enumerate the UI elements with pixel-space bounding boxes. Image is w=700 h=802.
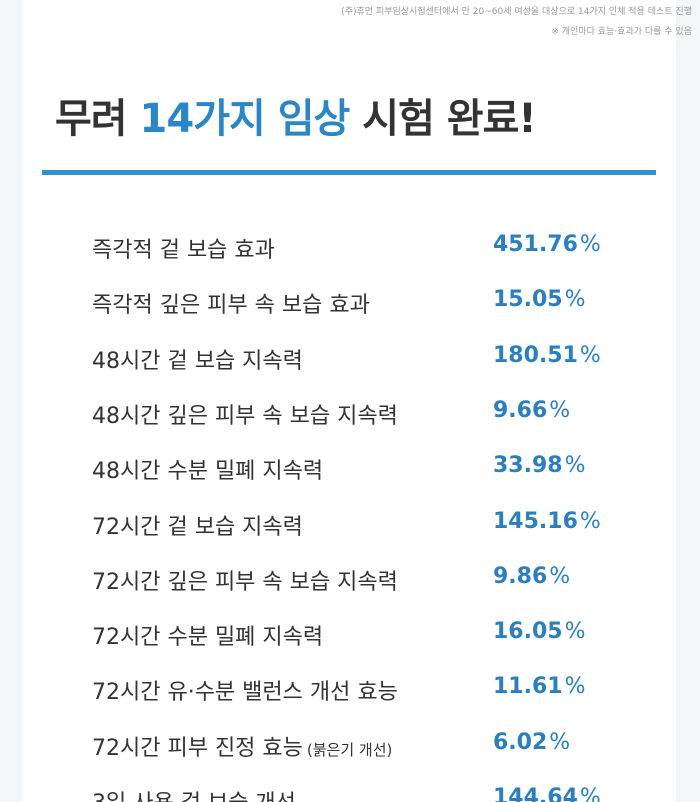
result-row: 48시간 깊은 피부 속 보습 지속력 9.66% xyxy=(92,398,612,438)
result-row: 72시간 깊은 피부 속 보습 지속력 9.86% xyxy=(92,564,612,604)
result-unit: % xyxy=(579,342,601,368)
result-value: 9.86 xyxy=(493,563,548,589)
result-unit: % xyxy=(549,563,571,589)
result-value-wrap: 33.98% xyxy=(493,453,586,478)
result-unit: % xyxy=(564,287,586,313)
result-label-wrap: 72시간 유·수분 밸런스 개선 효능 xyxy=(92,674,398,706)
title-text: 무려 xyxy=(55,96,128,142)
result-value: 15.05 xyxy=(493,287,563,313)
result-value-wrap: 9.86% xyxy=(493,564,570,589)
result-value-wrap: 6.02% xyxy=(493,730,570,755)
result-unit: % xyxy=(549,729,571,755)
result-label: 72시간 수분 밀폐 지속력 xyxy=(92,625,324,651)
result-label-wrap: 72시간 겉 보습 지속력 xyxy=(92,509,303,541)
result-value: 144.64 xyxy=(493,785,578,802)
result-row: 72시간 피부 진정 효능 (붉은기 개선) 6.02% xyxy=(92,730,612,770)
result-value-wrap: 15.05% xyxy=(493,287,586,312)
result-row: 48시간 겉 보습 지속력 180.51% xyxy=(92,343,612,383)
result-label: 48시간 깊은 피부 속 보습 지속력 xyxy=(92,403,398,429)
result-label-wrap: 즉각적 겉 보습 효과 xyxy=(92,232,275,264)
result-label: 48시간 겉 보습 지속력 xyxy=(92,348,303,374)
result-value-wrap: 145.16% xyxy=(493,509,601,534)
result-value: 451.76 xyxy=(493,232,578,257)
result-value-wrap: 16.05% xyxy=(493,619,586,644)
result-unit: % xyxy=(564,674,586,700)
result-value: 11.61 xyxy=(493,674,563,700)
result-value: 6.02 xyxy=(493,729,548,755)
result-value: 16.05 xyxy=(493,619,563,645)
result-value-wrap: 144.64% xyxy=(493,785,601,802)
result-unit: % xyxy=(564,453,586,479)
result-label-wrap: 72시간 수분 밀폐 지속력 xyxy=(92,619,323,651)
result-label-wrap: 3일 사용 겉 보습 개선 xyxy=(92,785,296,802)
title-text: 시험 완료! xyxy=(362,96,536,142)
result-row: 48시간 수분 밀폐 지속력 33.98% xyxy=(92,453,612,493)
result-label: 즉각적 깊은 피부 속 보습 효과 xyxy=(92,293,370,319)
result-unit: % xyxy=(579,232,601,257)
result-value-wrap: 180.51% xyxy=(493,343,601,368)
title: 무려 14가지 임상 시험 완료! xyxy=(55,86,537,144)
result-row: 72시간 겉 보습 지속력 145.16% xyxy=(92,509,612,549)
result-row: 즉각적 깊은 피부 속 보습 효과 15.05% xyxy=(92,287,612,327)
result-row: 72시간 유·수분 밸런스 개선 효능 11.61% xyxy=(92,674,612,714)
result-value-wrap: 11.61% xyxy=(493,674,586,699)
note: (주)휴먼 피부임상시험센터에서 만 20~60세 여성을 대상으로 14가지 … xyxy=(341,7,692,17)
result-label-wrap: 72시간 깊은 피부 속 보습 지속력 xyxy=(92,564,398,596)
result-unit: % xyxy=(579,785,601,802)
result-label: 3일 사용 겉 보습 개선 xyxy=(92,791,296,802)
result-label: 즉각적 겉 보습 효과 xyxy=(92,238,275,263)
note: ※ 개인마다 효능·효과가 다를 수 있음 xyxy=(551,27,692,37)
result-note: (붉은기 개선) xyxy=(306,740,393,759)
result-row: 72시간 수분 밀폐 지속력 16.05% xyxy=(92,619,612,659)
title-highlight: 14가지 임상 xyxy=(139,96,351,142)
result-value-wrap: 451.76% xyxy=(493,232,601,257)
result-value: 9.66 xyxy=(493,397,548,423)
result-value: 180.51 xyxy=(493,342,578,368)
result-value: 33.98 xyxy=(493,453,563,479)
result-label-wrap: 48시간 수분 밀폐 지속력 xyxy=(92,453,323,485)
result-row: 즉각적 겉 보습 효과 451.76% xyxy=(92,232,612,272)
result-label-wrap: 48시간 깊은 피부 속 보습 지속력 xyxy=(92,398,398,430)
result-label: 48시간 수분 밀폐 지속력 xyxy=(92,459,324,485)
result-unit: % xyxy=(579,508,601,534)
result-label-wrap: 48시간 겉 보습 지속력 xyxy=(92,343,303,375)
result-label: 72시간 유·수분 밸런스 개선 효능 xyxy=(92,680,398,706)
result-row: 3일 사용 겉 보습 개선 144.64% xyxy=(92,785,612,802)
card xyxy=(22,0,676,802)
result-label-wrap: 즉각적 깊은 피부 속 보습 효과 xyxy=(92,287,370,319)
result-label: 72시간 깊은 피부 속 보습 지속력 xyxy=(92,569,398,595)
result-label: 72시간 피부 진정 효능 xyxy=(92,735,303,761)
result-value-wrap: 9.66% xyxy=(493,398,570,423)
result-unit: % xyxy=(564,619,586,645)
result-value: 145.16 xyxy=(493,508,578,534)
divider xyxy=(42,170,656,175)
result-label: 72시간 겉 보습 지속력 xyxy=(92,514,303,540)
result-label-wrap: 72시간 피부 진정 효능 (붉은기 개선) xyxy=(92,730,392,762)
result-unit: % xyxy=(549,397,571,423)
